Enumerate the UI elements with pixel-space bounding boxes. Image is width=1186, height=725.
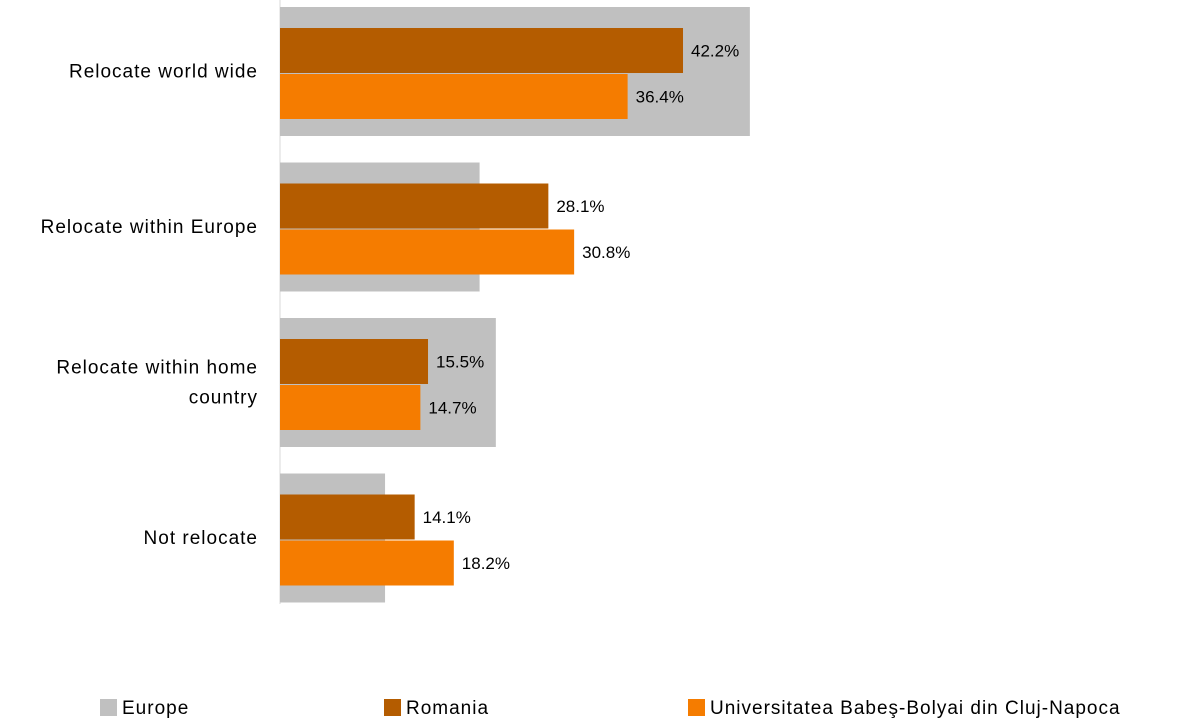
data-label-romania-0: 42.2% <box>691 42 739 61</box>
data-label-romania-2: 15.5% <box>436 353 484 372</box>
bar-romania-0 <box>280 28 684 73</box>
category-label-2: Relocate within home country <box>56 358 258 409</box>
bar-romania-1 <box>280 183 549 229</box>
category-labels: Relocate world wide Relocate within Europ… <box>41 62 258 550</box>
legend-label-0: Europe <box>122 698 189 719</box>
bar-ubb-2 <box>280 385 421 430</box>
bar-ubb-1 <box>280 229 575 275</box>
category-label-1: Relocate within Europe <box>41 217 258 238</box>
category-label-0: Relocate world wide <box>69 62 258 83</box>
data-label-ubb-0: 36.4% <box>636 88 684 107</box>
data-label-romania-3: 14.1% <box>423 508 471 527</box>
bar-ubb-0 <box>280 74 628 119</box>
bar-ubb-3 <box>280 540 454 586</box>
legend-swatch-2 <box>688 699 705 716</box>
category-label-line: Relocate within home <box>56 358 258 379</box>
legend: Europe Romania Universitatea Babeş-Bolyai … <box>100 698 1121 719</box>
foreground-bars <box>280 28 684 586</box>
data-label-romania-1: 28.1% <box>556 197 604 216</box>
category-label-line: Relocate within Europe <box>41 217 258 238</box>
category-label-3: Not relocate <box>144 528 258 549</box>
category-label-line: country <box>189 388 258 409</box>
data-label-ubb-3: 18.2% <box>462 554 510 573</box>
legend-label-1: Romania <box>406 698 489 719</box>
data-label-ubb-2: 14.7% <box>428 399 476 418</box>
category-label-line: Relocate world wide <box>69 62 258 83</box>
legend-swatch-1 <box>384 699 401 716</box>
bar-romania-2 <box>280 339 429 384</box>
data-labels: 42.2% 36.4% 28.1% 30.8% 15.5% 14.7% 14.1% 18.2% <box>423 42 740 574</box>
category-label-line: Not relocate <box>144 528 258 549</box>
data-label-ubb-1: 30.8% <box>582 243 630 262</box>
legend-swatch-0 <box>100 699 117 716</box>
legend-label-2: Universitatea Babeş-Bolyai din Cluj-Napo… <box>710 698 1121 719</box>
bar-romania-3 <box>280 494 415 540</box>
